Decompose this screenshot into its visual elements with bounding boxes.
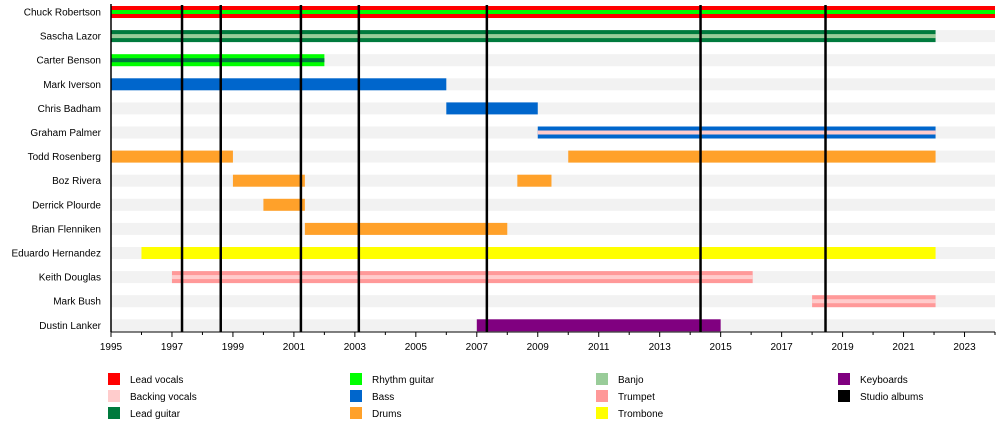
member-label: Mark Bush <box>53 297 101 308</box>
legend-swatch-trumpet <box>596 390 608 402</box>
bar-keyboards <box>476 319 721 332</box>
legend-swatch-rhythm-guitar <box>350 373 362 385</box>
bar-bass <box>111 78 447 91</box>
legend-swatch-lead-guitar <box>108 407 120 419</box>
bar-drums <box>517 174 552 187</box>
x-tick-label: 2005 <box>405 342 428 353</box>
legend-swatch-banjo <box>596 373 608 385</box>
legend-label: Keyboards <box>860 375 908 386</box>
member-label: Keith Douglas <box>39 273 101 284</box>
row-band <box>111 198 995 211</box>
x-tick-label: 1995 <box>100 342 123 353</box>
row-band <box>111 295 995 308</box>
x-tick-label: 2023 <box>953 342 976 353</box>
x-tick-label: 1997 <box>161 342 184 353</box>
stripe-lead-guitar <box>111 58 325 63</box>
member-label: Boz Rivera <box>52 176 101 187</box>
member-label: Eduardo Hernandez <box>11 249 101 260</box>
row-band <box>111 222 995 235</box>
legend-swatch-backing-vocals <box>108 390 120 402</box>
member-label: Carter Benson <box>37 56 101 67</box>
legend-label: Drums <box>372 409 401 420</box>
member-label: Mark Iverson <box>43 80 101 91</box>
legend-label: Bass <box>372 392 394 403</box>
legend-swatch-keyboards <box>838 373 850 385</box>
legend-label: Backing vocals <box>130 392 197 403</box>
x-tick-label: 2021 <box>892 342 915 353</box>
stripe-backing-vocals <box>812 299 936 304</box>
legend-label: Lead guitar <box>130 409 181 420</box>
row-band <box>111 102 995 115</box>
member-label: Chuck Robertson <box>24 8 101 19</box>
x-tick-label: 2013 <box>649 342 672 353</box>
bar-drums <box>111 150 233 163</box>
legend-swatch-studio-albums <box>838 390 850 402</box>
legend-label: Lead vocals <box>130 375 183 386</box>
stripe-backing-vocals <box>537 130 936 135</box>
bar-bass <box>446 102 538 115</box>
x-tick-label: 2017 <box>770 342 793 353</box>
bar-drums <box>232 174 305 187</box>
bar-drums <box>304 222 508 235</box>
stripe-backing-vocals <box>171 275 753 280</box>
member-label: Sascha Lazor <box>40 32 102 43</box>
member-label: Chris Badham <box>38 104 101 115</box>
legend-label: Trombone <box>618 409 664 420</box>
legend-swatch-bass <box>350 390 362 402</box>
member-label: Dustin Lanker <box>39 321 101 332</box>
legend-swatch-trombone <box>596 407 608 419</box>
x-tick-label: 2007 <box>466 342 489 353</box>
stripe-banjo <box>111 34 936 39</box>
bar-drums <box>263 198 305 211</box>
member-label: Brian Flenniken <box>32 224 101 235</box>
x-tick-label: 2011 <box>588 342 610 353</box>
member-label: Derrick Plourde <box>32 200 101 211</box>
x-tick-label: 2019 <box>831 342 854 353</box>
legend-swatch-lead-vocals <box>108 373 120 385</box>
row-band <box>111 174 995 187</box>
x-tick-label: 2015 <box>710 342 733 353</box>
x-tick-label: 2009 <box>527 342 550 353</box>
legend-swatch-drums <box>350 407 362 419</box>
member-label: Graham Palmer <box>30 128 101 139</box>
x-tick-label: 2001 <box>283 342 306 353</box>
bar-drums <box>568 150 936 163</box>
legend-label: Banjo <box>618 375 644 386</box>
bar-trombone <box>141 247 936 259</box>
row-band <box>111 54 995 67</box>
stripe-rhythm-guitar <box>111 10 995 14</box>
legend-label: Trumpet <box>618 392 655 403</box>
member-label: Todd Rosenberg <box>28 152 101 163</box>
legend-label: Rhythm guitar <box>372 375 435 386</box>
x-tick-label: 2003 <box>344 342 367 353</box>
x-tick-label: 1999 <box>222 342 245 353</box>
legend-label: Studio albums <box>860 392 923 403</box>
